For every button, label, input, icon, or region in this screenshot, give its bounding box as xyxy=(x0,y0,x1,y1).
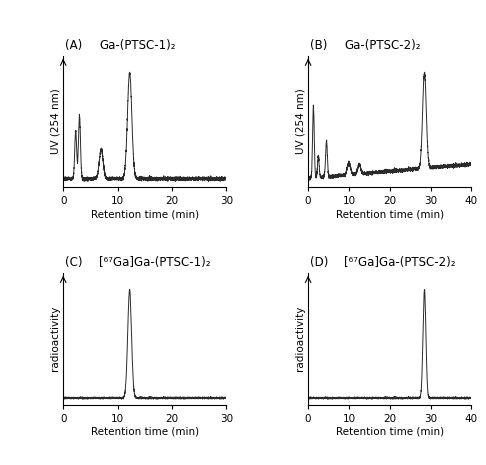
Text: (D): (D) xyxy=(310,256,328,269)
Text: Ga-(PTSC-1)₂: Ga-(PTSC-1)₂ xyxy=(99,39,175,52)
Text: [⁶⁷Ga]Ga-(PTSC-2)₂: [⁶⁷Ga]Ga-(PTSC-2)₂ xyxy=(344,256,455,269)
Y-axis label: radioactivity: radioactivity xyxy=(295,306,305,372)
Text: Ga-(PTSC-2)₂: Ga-(PTSC-2)₂ xyxy=(344,39,420,52)
Y-axis label: radioactivity: radioactivity xyxy=(51,306,60,372)
X-axis label: Retention time (min): Retention time (min) xyxy=(336,426,444,436)
Text: (C): (C) xyxy=(65,256,82,269)
Y-axis label: UV (254 nm): UV (254 nm) xyxy=(295,89,305,154)
Text: (B): (B) xyxy=(310,39,327,52)
X-axis label: Retention time (min): Retention time (min) xyxy=(336,209,444,219)
Text: [⁶⁷Ga]Ga-(PTSC-1)₂: [⁶⁷Ga]Ga-(PTSC-1)₂ xyxy=(99,256,210,269)
Text: (A): (A) xyxy=(65,39,82,52)
X-axis label: Retention time (min): Retention time (min) xyxy=(91,209,199,219)
Y-axis label: UV (254 nm): UV (254 nm) xyxy=(51,89,60,154)
X-axis label: Retention time (min): Retention time (min) xyxy=(91,426,199,436)
